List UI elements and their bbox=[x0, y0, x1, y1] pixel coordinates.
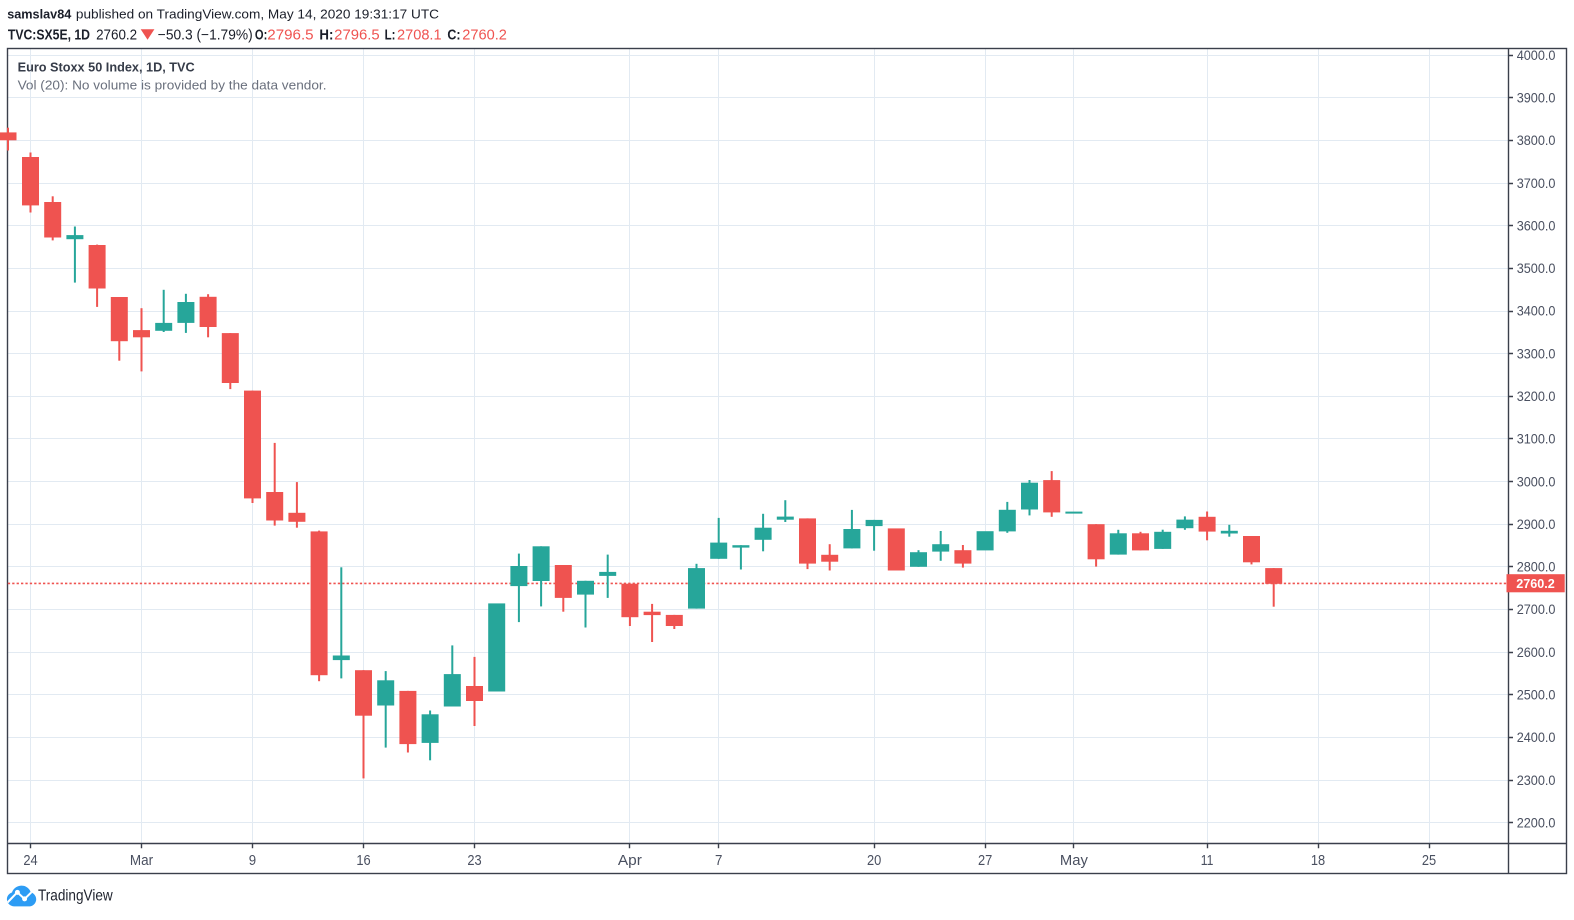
svg-text:3700.0: 3700.0 bbox=[1517, 176, 1556, 191]
svg-text:samslav84: samslav84 bbox=[7, 7, 72, 22]
svg-text:9: 9 bbox=[249, 853, 256, 869]
svg-text:3900.0: 3900.0 bbox=[1517, 91, 1556, 106]
svg-text:2300.0: 2300.0 bbox=[1517, 773, 1556, 788]
svg-text:TVC:SX5E, 1D: TVC:SX5E, 1D bbox=[8, 27, 90, 43]
svg-text:C:: C: bbox=[447, 27, 460, 43]
svg-text:3200.0: 3200.0 bbox=[1517, 389, 1556, 404]
svg-text:24: 24 bbox=[23, 853, 37, 869]
svg-text:11: 11 bbox=[1201, 853, 1214, 869]
svg-text:3100.0: 3100.0 bbox=[1517, 432, 1556, 447]
svg-text:O:: O: bbox=[255, 27, 267, 43]
svg-text:−50.3 (−1.79%): −50.3 (−1.79%) bbox=[158, 27, 253, 43]
svg-text:2400.0: 2400.0 bbox=[1517, 730, 1556, 745]
svg-text:2760.2: 2760.2 bbox=[96, 27, 137, 43]
svg-text:25: 25 bbox=[1422, 853, 1436, 869]
svg-text:Mar: Mar bbox=[130, 853, 153, 869]
svg-text:7: 7 bbox=[715, 853, 722, 869]
svg-text:2200.0: 2200.0 bbox=[1517, 815, 1556, 830]
svg-text:2600.0: 2600.0 bbox=[1517, 645, 1556, 660]
svg-text:3500.0: 3500.0 bbox=[1517, 261, 1556, 276]
svg-text:3800.0: 3800.0 bbox=[1517, 133, 1556, 148]
svg-text:Apr: Apr bbox=[618, 853, 642, 869]
svg-text:20: 20 bbox=[867, 853, 881, 869]
svg-text:4000.0: 4000.0 bbox=[1517, 48, 1556, 63]
svg-text:16: 16 bbox=[356, 853, 370, 869]
svg-text:Euro Stoxx 50 Index, 1D, TVC: Euro Stoxx 50 Index, 1D, TVC bbox=[18, 59, 196, 74]
svg-text:2796.5: 2796.5 bbox=[334, 27, 380, 43]
svg-text:3400.0: 3400.0 bbox=[1517, 304, 1556, 319]
svg-text:L:: L: bbox=[385, 27, 396, 43]
svg-text:2700.0: 2700.0 bbox=[1517, 602, 1556, 617]
svg-text:27: 27 bbox=[978, 853, 992, 869]
svg-text:2800.0: 2800.0 bbox=[1517, 560, 1556, 575]
svg-text:3300.0: 3300.0 bbox=[1517, 346, 1556, 361]
svg-text:published on TradingView.com,: published on TradingView.com, May 14, 20… bbox=[76, 7, 439, 22]
svg-text:23: 23 bbox=[467, 853, 481, 869]
svg-text:2760.2: 2760.2 bbox=[462, 27, 507, 43]
svg-text:Vol (20): No volume is provide: Vol (20): No volume is provided by the d… bbox=[18, 78, 327, 93]
svg-text:18: 18 bbox=[1311, 853, 1325, 869]
svg-text:2760.2: 2760.2 bbox=[1516, 577, 1555, 591]
svg-text:2708.1: 2708.1 bbox=[397, 27, 442, 43]
svg-text:2500.0: 2500.0 bbox=[1517, 688, 1556, 703]
svg-text:May: May bbox=[1060, 853, 1089, 869]
svg-text:2796.5: 2796.5 bbox=[267, 27, 313, 43]
svg-text:3000.0: 3000.0 bbox=[1517, 474, 1556, 489]
svg-text:TradingView: TradingView bbox=[38, 888, 113, 905]
svg-text:H:: H: bbox=[319, 27, 333, 43]
svg-text:3600.0: 3600.0 bbox=[1517, 219, 1556, 234]
svg-text:2900.0: 2900.0 bbox=[1517, 517, 1556, 532]
